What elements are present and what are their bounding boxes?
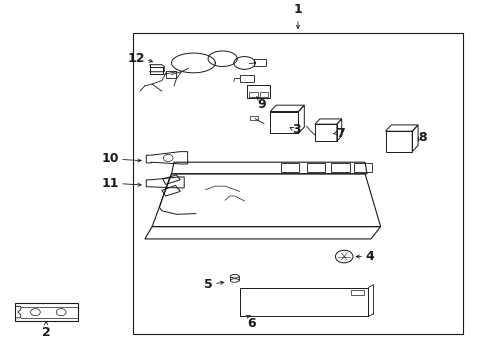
Bar xyxy=(239,75,254,82)
Bar xyxy=(259,92,268,97)
Text: 12: 12 xyxy=(127,52,144,65)
Bar xyxy=(165,71,176,78)
Bar xyxy=(149,67,163,74)
Text: 1: 1 xyxy=(293,4,302,17)
Bar xyxy=(15,303,78,321)
Bar xyxy=(250,116,258,120)
Bar xyxy=(254,59,266,67)
Bar xyxy=(314,124,336,141)
Text: 2: 2 xyxy=(41,326,50,339)
Text: 10: 10 xyxy=(102,152,119,165)
Bar xyxy=(239,288,368,316)
Bar xyxy=(306,163,325,172)
Text: 8: 8 xyxy=(418,131,427,144)
Text: 7: 7 xyxy=(335,127,344,140)
Text: 11: 11 xyxy=(102,177,119,190)
Text: 4: 4 xyxy=(365,250,373,263)
Bar xyxy=(132,33,462,334)
Bar xyxy=(353,163,372,172)
Bar xyxy=(281,163,299,172)
Bar xyxy=(330,163,349,172)
Bar xyxy=(246,85,270,98)
Text: 9: 9 xyxy=(257,98,265,111)
Bar xyxy=(249,92,258,97)
Text: 3: 3 xyxy=(291,123,300,136)
Text: 5: 5 xyxy=(203,278,212,291)
Bar xyxy=(270,112,298,133)
Bar xyxy=(351,290,363,295)
Text: 6: 6 xyxy=(246,317,255,330)
Bar xyxy=(385,131,411,152)
